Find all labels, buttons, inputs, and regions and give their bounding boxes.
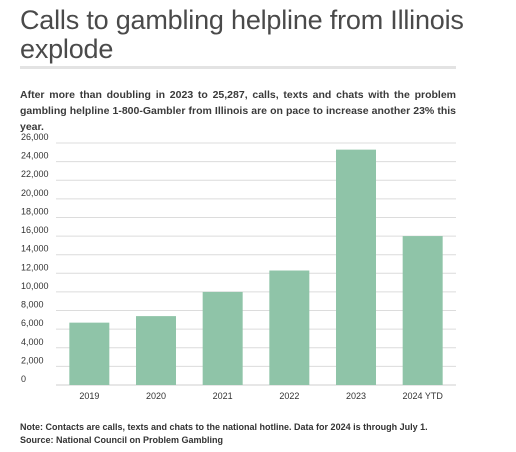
y-tick-label: 8,000 [21,300,44,310]
x-tick-label: 2022 [279,391,299,401]
y-tick-label: 2,000 [21,355,44,365]
title-divider [20,66,456,69]
y-tick-label: 26,000 [21,132,49,142]
bar [136,316,176,385]
y-tick-label: 10,000 [21,281,49,291]
chart-source: Source: National Council on Problem Gamb… [20,435,224,445]
y-tick-label: 24,000 [21,151,49,161]
y-tick-label: 14,000 [21,244,49,254]
y-tick-label: 4,000 [21,337,44,347]
x-tick-label: 2024 YTD [402,391,443,401]
x-tick-label: 2021 [213,391,233,401]
bar [69,322,110,385]
x-tick-label: 2023 [346,391,366,401]
y-tick-label: 6,000 [21,318,44,328]
chart-subtitle: After more than doubling in 2023 to 25,2… [20,89,456,133]
bar [202,291,243,385]
bar [269,270,310,385]
y-tick-label: 22,000 [21,169,49,179]
x-tick-label: 2020 [146,391,166,401]
y-tick-label: 12,000 [21,262,49,272]
y-tick-label: 0 [21,374,26,384]
y-tick-label: 18,000 [21,206,49,216]
bar [402,236,443,385]
x-tick-label: 2019 [79,391,99,401]
y-tick-label: 20,000 [21,188,49,198]
y-tick-label: 16,000 [21,225,49,235]
bar [336,149,376,385]
chart-title: Calls to gambling helpline from Illinois… [20,5,464,64]
chart-note: Note: Contacts are calls, texts and chat… [20,422,428,432]
